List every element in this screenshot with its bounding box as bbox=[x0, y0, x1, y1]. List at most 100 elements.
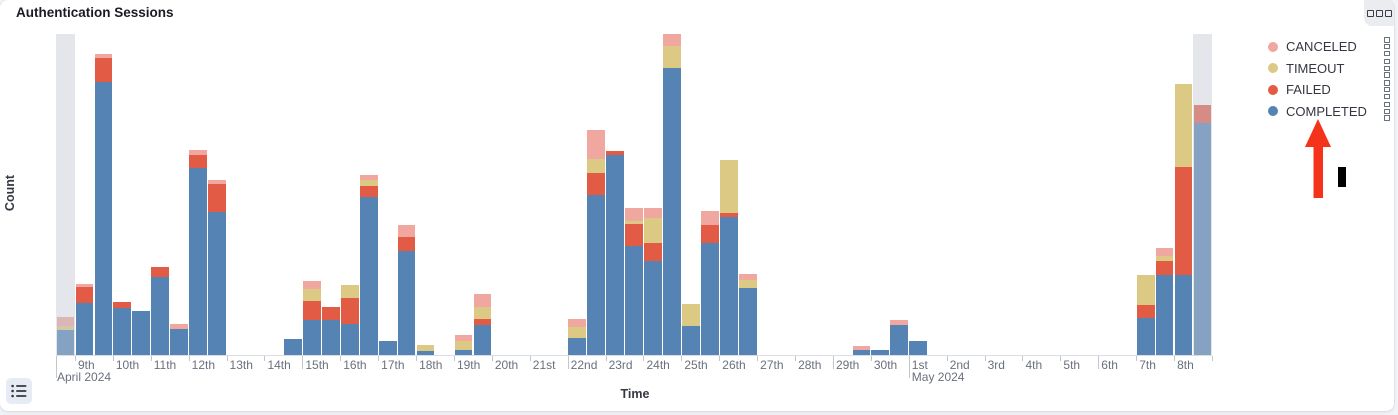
bar-segment-timeout[interactable] bbox=[738, 280, 757, 288]
bar-segment-completed[interactable] bbox=[909, 341, 928, 355]
bar-segment-canceled[interactable] bbox=[208, 180, 226, 184]
bar-segment-completed[interactable] bbox=[208, 212, 226, 355]
bar-segment-completed[interactable] bbox=[189, 168, 207, 355]
bar-segment-completed[interactable] bbox=[1155, 275, 1174, 355]
bar-segment-completed[interactable] bbox=[416, 351, 435, 355]
bar-segment-timeout[interactable] bbox=[644, 218, 662, 243]
bar-segment-completed[interactable] bbox=[644, 261, 662, 355]
bar-segment-timeout[interactable] bbox=[454, 341, 473, 350]
legend-item-completed[interactable]: COMPLETED bbox=[1258, 101, 1394, 123]
bar-segment-failed[interactable] bbox=[75, 287, 94, 303]
bar-segment-failed[interactable] bbox=[189, 155, 207, 168]
bar-segment-completed[interactable] bbox=[378, 341, 397, 355]
bar-segment-failed[interactable] bbox=[151, 267, 170, 277]
bar-segment-canceled[interactable] bbox=[189, 150, 207, 155]
bar-segment-timeout[interactable] bbox=[663, 46, 681, 68]
bar-segment-failed[interactable] bbox=[340, 298, 359, 324]
bar-segment-canceled[interactable] bbox=[75, 284, 94, 287]
boxes-vertical-icon[interactable] bbox=[1383, 80, 1390, 100]
bar-segment-completed[interactable] bbox=[473, 325, 492, 355]
bar-segment-timeout[interactable] bbox=[340, 285, 359, 298]
bar-segment-canceled[interactable] bbox=[170, 324, 189, 329]
bar-segment-completed[interactable] bbox=[94, 82, 113, 355]
bar-segment-timeout[interactable] bbox=[719, 160, 738, 213]
bar-segment-canceled[interactable] bbox=[587, 130, 605, 159]
bar-segment-timeout[interactable] bbox=[56, 326, 75, 330]
bar-segment-timeout[interactable] bbox=[416, 345, 435, 351]
bar-segment-completed[interactable] bbox=[454, 350, 473, 355]
boxes-vertical-icon[interactable] bbox=[1383, 58, 1390, 78]
bar-segment-failed[interactable] bbox=[700, 225, 719, 243]
legend-item-canceled[interactable]: CANCELED bbox=[1258, 36, 1394, 58]
bar-segment-completed[interactable] bbox=[890, 325, 909, 355]
bar-segment-failed[interactable] bbox=[208, 184, 226, 212]
bar-segment-completed[interactable] bbox=[1193, 123, 1212, 355]
bar-segment-canceled[interactable] bbox=[359, 175, 378, 180]
bar-segment-canceled[interactable] bbox=[397, 225, 416, 237]
bar-segment-failed[interactable] bbox=[397, 237, 416, 251]
bar-segment-completed[interactable] bbox=[681, 326, 700, 355]
bar-segment-completed[interactable] bbox=[359, 197, 378, 355]
bar-segment-canceled[interactable] bbox=[454, 335, 473, 341]
bar-segment-timeout[interactable] bbox=[625, 221, 643, 224]
bar-segment-completed[interactable] bbox=[56, 330, 75, 355]
bar-segment-timeout[interactable] bbox=[587, 159, 605, 173]
bar-segment-canceled[interactable] bbox=[625, 208, 643, 221]
legend-item-failed[interactable]: FAILED bbox=[1258, 79, 1394, 101]
bar-segment-failed[interactable] bbox=[359, 186, 378, 197]
bar-segment-timeout[interactable] bbox=[1174, 84, 1193, 167]
bar-segment-completed[interactable] bbox=[568, 338, 587, 355]
bar-segment-failed[interactable] bbox=[587, 173, 605, 195]
bar-segment-canceled[interactable] bbox=[852, 346, 871, 350]
bar-segment-timeout[interactable] bbox=[1155, 256, 1174, 261]
bar-segment-canceled[interactable] bbox=[302, 281, 321, 289]
bar-segment-failed[interactable] bbox=[321, 307, 340, 320]
legend-toggle-button[interactable] bbox=[6, 378, 32, 404]
bar-segment-completed[interactable] bbox=[302, 320, 321, 355]
bar-segment-completed[interactable] bbox=[700, 243, 719, 355]
bar-segment-timeout[interactable] bbox=[568, 327, 587, 338]
bar-segment-failed[interactable] bbox=[644, 243, 662, 261]
bar-segment-canceled[interactable] bbox=[663, 34, 681, 46]
boxes-vertical-icon[interactable] bbox=[1383, 37, 1390, 57]
bar-segment-failed[interactable] bbox=[302, 301, 321, 320]
bar-segment-completed[interactable] bbox=[1136, 318, 1155, 355]
bar-segment-failed[interactable] bbox=[1193, 105, 1212, 123]
legend-item-timeout[interactable]: TIMEOUT bbox=[1258, 58, 1394, 80]
bar-segment-failed[interactable] bbox=[1136, 305, 1155, 318]
bar-segment-completed[interactable] bbox=[132, 311, 151, 355]
bar-segment-canceled[interactable] bbox=[644, 208, 662, 218]
bar-segment-failed[interactable] bbox=[606, 151, 624, 155]
bar-segment-completed[interactable] bbox=[284, 339, 302, 355]
bar-segment-completed[interactable] bbox=[113, 308, 132, 355]
bar-segment-timeout[interactable] bbox=[1136, 275, 1155, 305]
bar-segment-failed[interactable] bbox=[1174, 167, 1193, 275]
bar-segment-canceled[interactable] bbox=[1155, 248, 1174, 256]
bar-segment-completed[interactable] bbox=[587, 195, 605, 355]
bar-segment-timeout[interactable] bbox=[681, 304, 700, 326]
bar-segment-timeout[interactable] bbox=[473, 307, 492, 319]
bar-segment-canceled[interactable] bbox=[890, 320, 909, 325]
bar-segment-completed[interactable] bbox=[1174, 275, 1193, 355]
bar-segment-failed[interactable] bbox=[625, 224, 643, 246]
bar-segment-canceled[interactable] bbox=[568, 319, 587, 327]
bar-segment-completed[interactable] bbox=[340, 324, 359, 355]
bar-segment-completed[interactable] bbox=[397, 251, 416, 355]
bar-segment-completed[interactable] bbox=[719, 217, 738, 355]
bar-segment-completed[interactable] bbox=[170, 329, 189, 355]
bar-segment-completed[interactable] bbox=[625, 246, 643, 355]
bar-segment-completed[interactable] bbox=[606, 155, 624, 355]
bar-segment-completed[interactable] bbox=[852, 350, 871, 355]
bar-segment-completed[interactable] bbox=[75, 303, 94, 355]
bar-segment-completed[interactable] bbox=[871, 350, 890, 355]
bar-segment-timeout[interactable] bbox=[302, 289, 321, 301]
bar-segment-failed[interactable] bbox=[1155, 261, 1174, 275]
bar-segment-canceled[interactable] bbox=[94, 54, 113, 58]
bar-segment-failed[interactable] bbox=[94, 58, 113, 82]
bar-segment-canceled[interactable] bbox=[700, 211, 719, 225]
bar-segment-canceled[interactable] bbox=[738, 274, 757, 280]
bar-segment-completed[interactable] bbox=[321, 320, 340, 355]
bar-segment-failed[interactable] bbox=[719, 213, 738, 217]
bar-segment-completed[interactable] bbox=[738, 288, 757, 355]
bar-segment-completed[interactable] bbox=[663, 68, 681, 355]
